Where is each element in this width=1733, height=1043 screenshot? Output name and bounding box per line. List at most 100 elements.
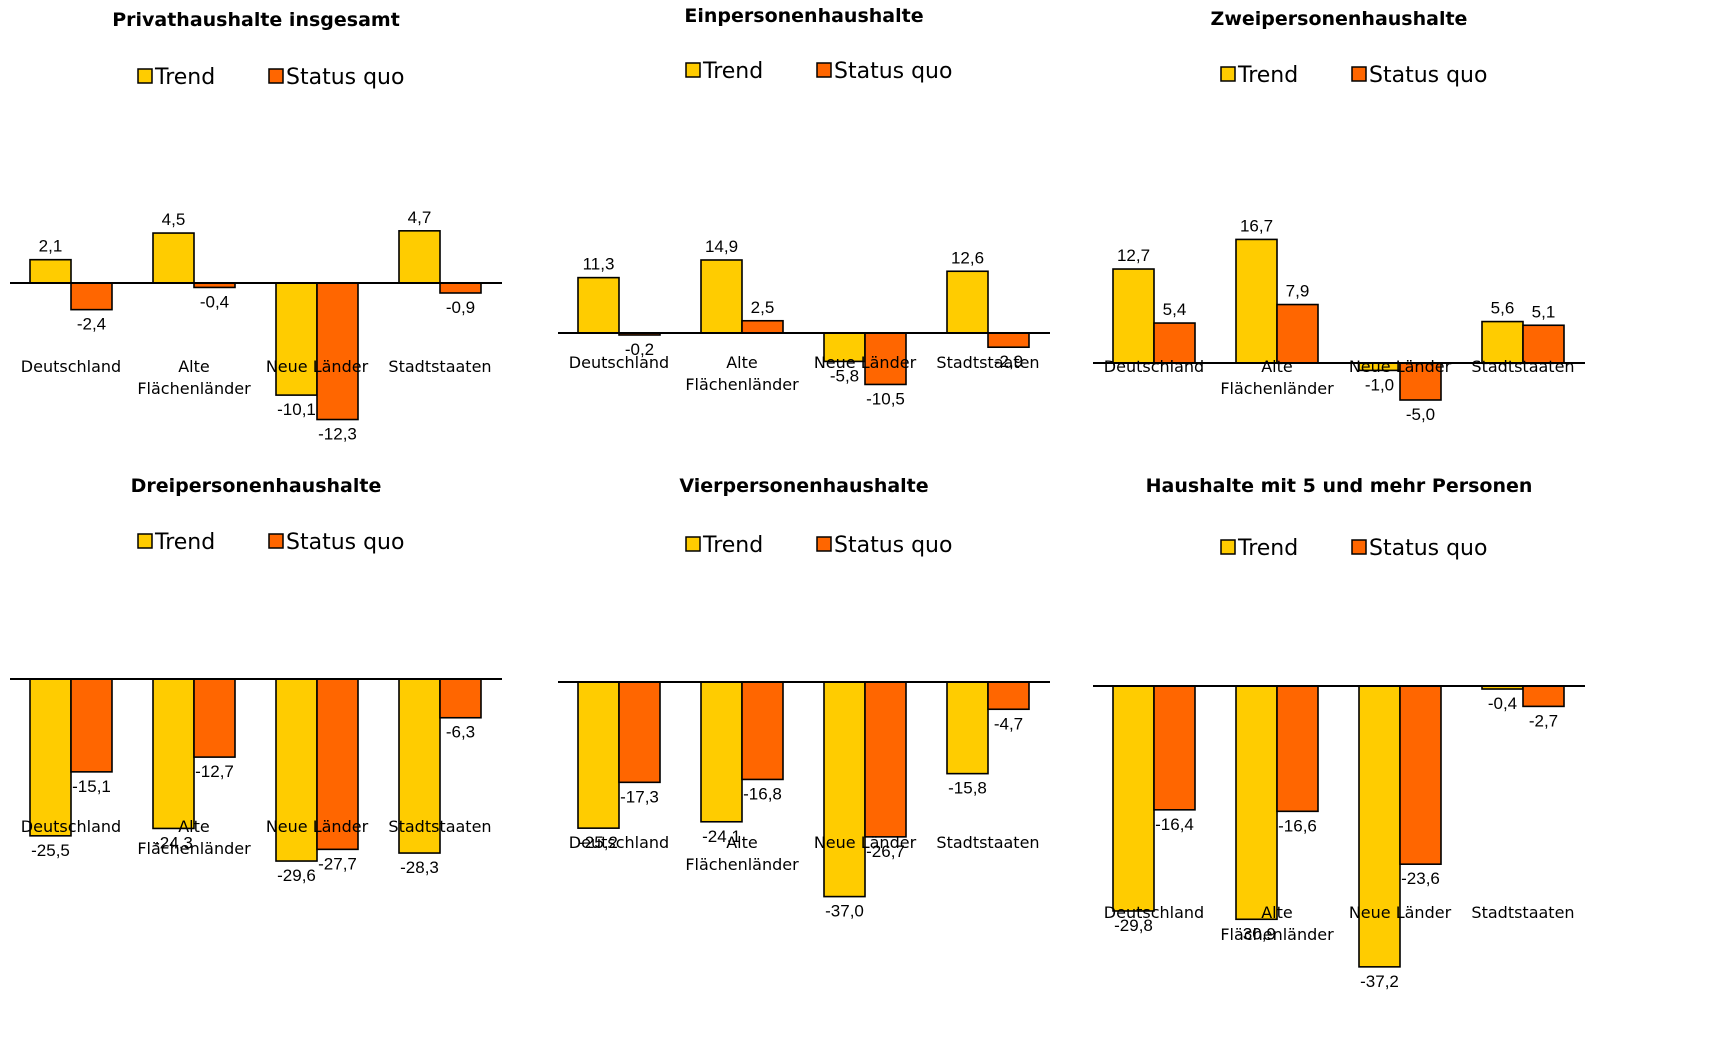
bar-trend-4 bbox=[398, 678, 441, 854]
legend-label-trend: Trend bbox=[1237, 536, 1298, 561]
data-label-trend-3: -1,0 bbox=[1365, 375, 1394, 394]
data-label-trend-3: -37,2 bbox=[1360, 972, 1399, 990]
legend: Trend Status quo bbox=[1220, 536, 1487, 561]
data-label-trend-1: 12,7 bbox=[1117, 246, 1150, 265]
legend: Trend Status quo bbox=[137, 530, 404, 555]
legend-swatch-status-quo bbox=[268, 533, 284, 549]
bar-trend-2 bbox=[152, 232, 195, 284]
category-label-1: Deutschland bbox=[569, 833, 669, 852]
data-label-trend-3: -37,0 bbox=[825, 902, 864, 921]
chart-title: Privathaushalte insgesamt bbox=[112, 9, 400, 31]
legend-swatch-trend bbox=[137, 68, 153, 84]
bar-trend-4 bbox=[398, 230, 441, 284]
bar-trend-3 bbox=[1358, 685, 1401, 968]
bar-trend-4 bbox=[946, 681, 989, 775]
data-label-trend-2: -30,9 bbox=[1237, 924, 1276, 943]
bar-status-quo-1 bbox=[1153, 685, 1196, 811]
bar-trend-1 bbox=[1112, 685, 1155, 912]
category-label-3: Neue Länder bbox=[814, 833, 917, 852]
bar-status-quo-2 bbox=[741, 681, 784, 781]
data-label-trend-2: -24,3 bbox=[154, 833, 193, 852]
data-label-status-quo-4: 5,1 bbox=[1532, 302, 1556, 321]
bar-status-quo-3 bbox=[1399, 685, 1442, 865]
category-label-1: Deutschland bbox=[1104, 903, 1204, 922]
bar-status-quo-4 bbox=[987, 681, 1030, 711]
data-label-status-quo-3: -26,7 bbox=[866, 842, 905, 861]
bar-chart-4: Dreipersonenhaushalte Trend Status quo -25,… bbox=[10, 475, 502, 885]
data-label-status-quo-4: -0,9 bbox=[446, 298, 475, 317]
chart-title: Haushalte mit 5 und mehr Personen bbox=[1146, 475, 1533, 497]
legend-label-status-quo: Status quo bbox=[1369, 536, 1487, 561]
data-label-trend-4: 5,6 bbox=[1491, 299, 1515, 318]
bar-trend-2 bbox=[700, 681, 743, 823]
category-label-1: Deutschland bbox=[21, 357, 121, 376]
bar-status-quo-2 bbox=[1276, 303, 1319, 364]
data-label-status-quo-4: -2,7 bbox=[1529, 711, 1558, 730]
bar-status-quo-4 bbox=[987, 332, 1030, 349]
legend-label-trend: Trend bbox=[154, 65, 215, 90]
data-label-status-quo-2: 7,9 bbox=[1286, 282, 1310, 301]
plot-area: -25,2 -17,3 -24,1 -16,8 -37,0 -26,7 -15,8 -4,7 bbox=[558, 681, 1050, 921]
bar-trend-3 bbox=[275, 282, 318, 396]
category-label-4: Stadtstaaten bbox=[1471, 903, 1574, 922]
bar-trend-1 bbox=[29, 258, 72, 284]
bar-trend-3 bbox=[823, 681, 866, 898]
bar-status-quo-1 bbox=[70, 678, 113, 773]
data-label-trend-4: 4,7 bbox=[408, 208, 432, 227]
legend-label-trend: Trend bbox=[1237, 63, 1298, 88]
data-label-trend-3: -10,1 bbox=[277, 400, 316, 419]
data-label-status-quo-2: -12,7 bbox=[195, 762, 234, 781]
data-label-trend-4: -15,8 bbox=[948, 779, 987, 798]
bar-chart-6: Haushalte mit 5 und mehr Personen Trend St… bbox=[1093, 475, 1585, 990]
category-label-2: Alte Flächenländer bbox=[685, 833, 799, 874]
bar-status-quo-2 bbox=[193, 678, 236, 758]
data-label-status-quo-2: -16,6 bbox=[1278, 816, 1317, 835]
category-label-3: Neue Länder bbox=[1349, 357, 1452, 376]
chart-title: Einpersonenhaushalte bbox=[684, 5, 923, 27]
data-label-trend-1: 11,3 bbox=[583, 255, 615, 274]
legend-swatch-status-quo bbox=[268, 68, 284, 84]
bar-status-quo-3 bbox=[316, 282, 359, 421]
plot-area: -25,5 -15,1 -24,3 -12,7 -29,6-27,7 -28,3 -6,3 bbox=[10, 678, 502, 885]
legend-swatch-trend bbox=[137, 533, 153, 549]
legend: Trend Status quo bbox=[1220, 63, 1487, 88]
category-label-4: Stadtstaaten bbox=[936, 833, 1039, 852]
legend-swatch-status-quo bbox=[1351, 539, 1367, 555]
data-label-status-quo-3: -23,6 bbox=[1401, 869, 1440, 888]
bar-chart-1: Privathaushalte insgesamt Trend Status quo… bbox=[10, 9, 502, 444]
bar-status-quo-3 bbox=[864, 681, 907, 838]
chart-title: Dreipersonenhaushalte bbox=[131, 475, 382, 497]
bar-trend-1 bbox=[1112, 268, 1155, 364]
bar-trend-2 bbox=[1235, 238, 1278, 364]
category-label-3: Neue Länder bbox=[1349, 903, 1452, 922]
category-label-4: Stadtstaaten bbox=[936, 353, 1039, 372]
bar-chart-3: Zweipersonenhaushalte Trend Status quo 12,7… bbox=[1093, 8, 1585, 424]
data-label-status-quo-1: -15,1 bbox=[72, 777, 111, 796]
bar-trend-1 bbox=[577, 276, 620, 334]
data-label-status-quo-2: 2,5 bbox=[751, 298, 775, 317]
legend-swatch-status-quo bbox=[1351, 66, 1367, 82]
category-label-4: Stadtstaaten bbox=[388, 817, 491, 836]
data-label-status-quo-3: -10,5 bbox=[866, 389, 905, 408]
legend-label-trend: Trend bbox=[702, 533, 763, 558]
category-label-2: Alte Flächenländer bbox=[1220, 357, 1334, 398]
data-label-status-quo-1: -17,3 bbox=[620, 787, 659, 806]
legend-swatch-trend bbox=[685, 536, 701, 552]
data-label-trend-2: -24,1 bbox=[702, 827, 741, 846]
legend-swatch-status-quo bbox=[816, 536, 832, 552]
data-label-trend-2: 4,5 bbox=[162, 210, 186, 229]
data-label-trend-1: -25,2 bbox=[579, 833, 618, 852]
data-label-status-quo-4: -4,7 bbox=[994, 714, 1023, 733]
data-label-status-quo-3: -12,3 bbox=[318, 425, 357, 444]
bar-status-quo-3 bbox=[864, 332, 907, 386]
data-label-trend-1: -25,5 bbox=[31, 841, 70, 860]
data-label-status-quo-4: -2,9 bbox=[994, 352, 1023, 371]
legend-label-status-quo: Status quo bbox=[834, 533, 952, 558]
category-label-4: Stadtstaaten bbox=[1471, 357, 1574, 376]
legend: Trend Status quo bbox=[685, 59, 952, 84]
data-label-trend-3: -29,6 bbox=[277, 866, 316, 885]
legend-label-trend: Trend bbox=[702, 59, 763, 84]
data-label-trend-1: 2,1 bbox=[39, 237, 63, 256]
data-label-trend-2: 14,9 bbox=[705, 237, 738, 256]
